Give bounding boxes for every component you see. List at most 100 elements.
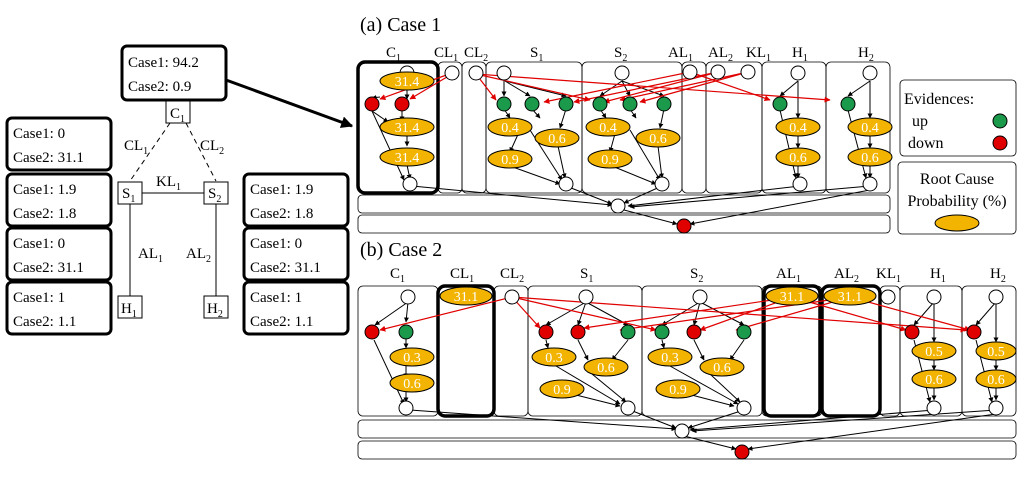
probability-value: 0.6 <box>713 361 731 376</box>
evidence-up-node <box>592 96 608 112</box>
node <box>682 64 698 80</box>
evidence-up-node <box>558 96 574 112</box>
value-box-al2: Case1: 0 Case2: 31.1 <box>242 226 350 282</box>
case1-header: CL2 <box>464 45 488 64</box>
node-h2 <box>203 295 229 319</box>
value-text: Case2: 31.1 <box>13 260 84 276</box>
probability-value: 31.1 <box>780 290 805 305</box>
node-h1-label: H1 <box>121 301 137 320</box>
node <box>988 289 1004 305</box>
case1-header: S1 <box>530 45 543 64</box>
case1-title: (a) Case 1 <box>360 14 441 36</box>
probability-ellipse <box>531 347 577 367</box>
case2-highlighted-column <box>762 284 822 418</box>
evidence-up-node <box>622 96 638 112</box>
evidence-down-node <box>364 96 380 112</box>
pointer-arrow <box>225 78 354 128</box>
probability-value: 0.4 <box>861 121 879 136</box>
probability-ellipse <box>587 149 633 169</box>
label-al2: AL2 <box>186 246 211 265</box>
case2-panel: (b) Case 2 C1 CL1 CL2 S1 S2 AL1 AL2 KL1 … <box>357 239 1017 460</box>
node <box>880 289 896 305</box>
probability-value: 0.6 <box>649 132 667 147</box>
value-text: Case1: 1.9 <box>250 182 313 198</box>
probability-ellipse <box>389 347 435 367</box>
probability-ellipse <box>647 347 693 367</box>
probability-ellipse <box>911 369 957 389</box>
node <box>862 176 878 192</box>
probability-ellipse <box>534 128 580 148</box>
case2-white-nodes <box>398 289 1004 439</box>
case2-highlighted-column <box>820 284 882 418</box>
evidence-up-node <box>736 324 752 340</box>
case2-header: H1 <box>930 266 946 285</box>
probability-value: 0.5 <box>987 345 1005 360</box>
legend: Evidences: up down Root Cause Probabilit… <box>897 79 1017 235</box>
evidence-up-node <box>398 324 414 340</box>
node <box>710 64 726 80</box>
case2-header: KL1 <box>876 266 901 285</box>
probability-value: 0.5 <box>925 345 943 360</box>
case1-column <box>437 61 463 194</box>
evidence-up-node <box>496 96 512 112</box>
case1-output-row <box>357 214 891 234</box>
legend-probability-swatch <box>934 214 980 232</box>
evidence-up-node <box>620 324 636 340</box>
evidence-down-node <box>394 96 410 112</box>
label-kl1: KL1 <box>156 174 181 193</box>
probability-value: 31.1 <box>454 290 479 305</box>
case2-header: H2 <box>990 266 1006 285</box>
node <box>926 400 942 416</box>
probability-ellipse <box>823 286 877 306</box>
value-box-h2: Case1: 1 Case2: 1.1 <box>242 280 350 336</box>
probability-value: 31.4 <box>395 151 420 166</box>
node <box>792 176 808 192</box>
evidence-up-node <box>654 324 670 340</box>
case2-probabilities: 0.3 0.6 31.1 0.3 0.6 0.9 0.3 0.6 0.9 31.… <box>389 286 1017 399</box>
case1-header: C1 <box>386 45 401 64</box>
case2-title: (b) Case 2 <box>360 239 442 261</box>
link-cl1 <box>129 122 171 182</box>
probability-ellipse <box>487 149 533 169</box>
legend-root-cause-line2: Probability (%) <box>907 193 1006 210</box>
probability-ellipse <box>539 379 585 399</box>
case2-header: CL2 <box>500 266 524 285</box>
node <box>468 65 484 81</box>
case1-evidence-nodes <box>364 96 856 234</box>
case2-evidence-nodes <box>364 324 982 460</box>
legend-root-cause-line1: Root Cause <box>920 171 994 188</box>
probability-value: 0.6 <box>789 151 807 166</box>
case2-column <box>821 285 881 417</box>
probability-value: 31.1 <box>838 290 863 305</box>
root-value-box: Case1: 94.2 Case2: 0.9 <box>120 44 228 102</box>
value-text: Case2: 1.1 <box>250 314 313 330</box>
probability-ellipse <box>975 369 1017 389</box>
value-text: Case1: 0 <box>13 236 65 252</box>
evidence-down-node <box>686 324 702 340</box>
probability-value: 0.3 <box>545 351 563 366</box>
probability-ellipse <box>765 286 819 306</box>
value-box-s2: Case1: 1.9 Case2: 1.8 <box>242 172 350 228</box>
probability-ellipse <box>583 357 629 377</box>
probability-ellipse <box>389 373 435 393</box>
evidence-down-node <box>966 324 982 340</box>
case2-header: CL1 <box>450 266 474 285</box>
value-text: Case1: 0 <box>13 126 65 142</box>
probability-value: 0.6 <box>548 132 566 147</box>
node <box>610 198 626 214</box>
case1-panel: (a) Case 1 C1 CL1 CL2 S1 S2 AL1 AL2 KL1 … <box>356 14 893 234</box>
probability-value: 0.6 <box>987 373 1005 388</box>
probability-ellipse <box>379 71 435 91</box>
value-text: Case1: 0 <box>250 236 302 252</box>
node <box>400 289 416 305</box>
probability-ellipse <box>379 147 435 167</box>
evidence-down-node <box>364 324 380 340</box>
node <box>740 64 756 80</box>
node <box>988 400 1004 416</box>
probability-ellipse <box>699 357 745 377</box>
value-text: Case2: 1.1 <box>13 314 76 330</box>
case2-header: AL1 <box>776 266 801 285</box>
node <box>496 65 512 81</box>
case1-header: AL2 <box>708 45 733 64</box>
probability-ellipse <box>775 117 821 137</box>
